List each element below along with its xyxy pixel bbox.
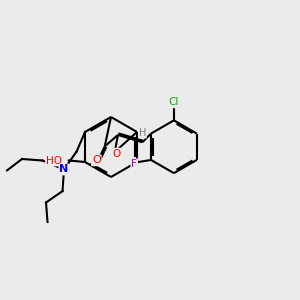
Text: H: H (139, 128, 146, 138)
Text: HO: HO (46, 155, 62, 166)
Text: Cl: Cl (169, 97, 179, 107)
Text: N: N (59, 164, 69, 175)
Text: O: O (112, 148, 120, 159)
Text: O: O (92, 155, 101, 165)
Text: F: F (131, 159, 137, 169)
